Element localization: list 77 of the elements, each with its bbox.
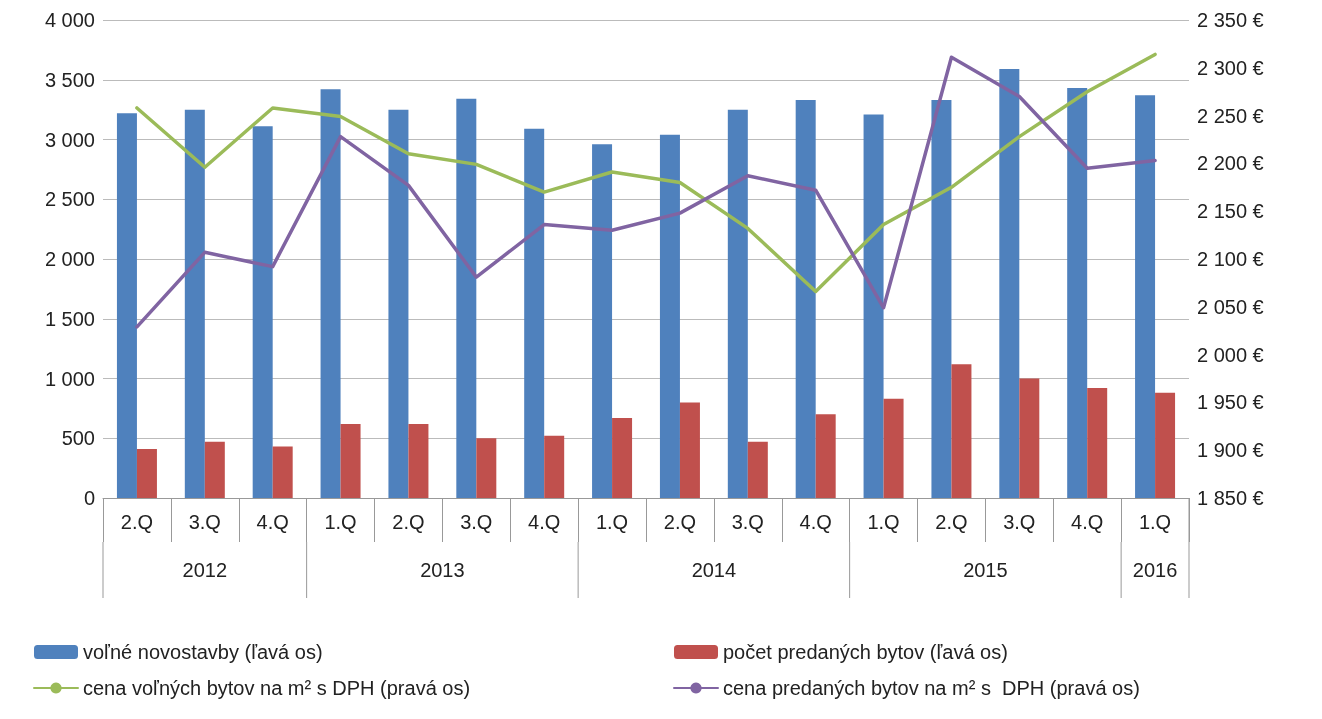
y2-tick-label: 2 200 € — [1197, 152, 1264, 175]
legend-label: voľné novostavby (ľavá os) — [83, 641, 323, 663]
bar — [456, 98, 477, 498]
y-tick-label: 2 500 — [44, 188, 95, 211]
x-tick-label: 2.Q — [120, 511, 154, 533]
bar — [883, 398, 904, 498]
bar — [524, 128, 545, 498]
x-tick-label: 1.Q — [867, 511, 900, 533]
y2-tick-label: 2 150 € — [1197, 200, 1264, 223]
y2-tick-label: 2 250 € — [1197, 104, 1264, 127]
bar — [136, 449, 157, 498]
x-tick-label: 1.Q — [1138, 511, 1172, 533]
x-tick-label: 3.Q — [188, 511, 221, 533]
bar — [408, 423, 429, 498]
bar — [1019, 378, 1040, 498]
bar — [388, 109, 409, 498]
legend-label: cena voľných bytov na m² s DPH (pravá os) — [83, 677, 471, 699]
y-tick-label: 4 000 — [44, 9, 95, 31]
legend-label: počet predaných bytov (ľavá os) — [723, 641, 1008, 663]
y-tick-label: 3 000 — [44, 128, 95, 151]
bar — [1067, 88, 1088, 498]
x-tick-label: 3.Q — [1003, 511, 1036, 533]
x-tick-label: 1.Q — [595, 511, 629, 533]
x-tick-label: 1.Q — [324, 511, 357, 533]
text: 2015 — [963, 559, 1008, 581]
bar — [999, 69, 1020, 498]
y-tick-label: 1 000 — [44, 367, 95, 390]
bar — [272, 446, 293, 498]
text: 2016 — [1132, 559, 1178, 581]
y2-tick-label: 1 850 € — [1197, 487, 1264, 509]
bar — [116, 113, 137, 498]
x-tick-label: 2.Q — [392, 511, 425, 533]
bar — [184, 109, 205, 498]
bar — [476, 438, 497, 498]
bar — [252, 126, 273, 498]
bar — [747, 441, 768, 498]
y2-tick-label: 2 300 € — [1197, 56, 1264, 79]
bar — [679, 402, 700, 498]
y-tick-label: 2 000 — [44, 248, 95, 270]
y2-tick-label: 1 900 € — [1197, 439, 1264, 462]
y2-tick-label: 2 100 € — [1197, 248, 1264, 270]
bar — [340, 423, 361, 498]
bar — [204, 441, 225, 498]
x-tick-label: 4.Q — [256, 511, 289, 533]
bar — [951, 364, 972, 498]
text: 2012 — [182, 559, 228, 581]
y2-tick-label: 1 950 € — [1197, 391, 1264, 414]
bar — [815, 414, 836, 498]
bar — [931, 100, 952, 498]
bar — [1135, 95, 1156, 498]
x-tick-label: 3.Q — [460, 511, 493, 533]
bar — [592, 144, 613, 498]
y-tick-label: 0 — [83, 487, 95, 509]
bar — [863, 114, 884, 498]
bar — [1087, 388, 1108, 498]
x-tick-label: 4.Q — [1071, 511, 1104, 533]
bar — [1155, 392, 1176, 498]
y-tick-label: 500 — [61, 427, 95, 450]
bar — [320, 89, 341, 498]
x-tick-label: 4.Q — [528, 511, 561, 533]
bar — [612, 417, 633, 498]
x-tick-label: 4.Q — [799, 511, 832, 533]
bar — [659, 134, 680, 498]
bar — [544, 435, 565, 498]
y2-tick-label: 2 000 € — [1197, 343, 1264, 366]
y-tick-label: 1 500 — [44, 307, 95, 330]
text: 2013 — [420, 559, 465, 581]
bar — [795, 100, 816, 498]
text: 2014 — [691, 559, 737, 581]
y-tick-label: 3 500 — [44, 68, 95, 91]
x-tick-label: 2.Q — [663, 511, 697, 533]
y2-tick-label: 2 350 € — [1197, 9, 1264, 31]
bar — [727, 109, 748, 498]
y2-tick-label: 2 050 € — [1197, 295, 1264, 318]
legend-label: cena predaných bytov na m² s DPH (pravá os) — [723, 677, 1140, 699]
x-tick-label: 3.Q — [731, 511, 764, 533]
x-tick-label: 2.Q — [935, 511, 968, 533]
